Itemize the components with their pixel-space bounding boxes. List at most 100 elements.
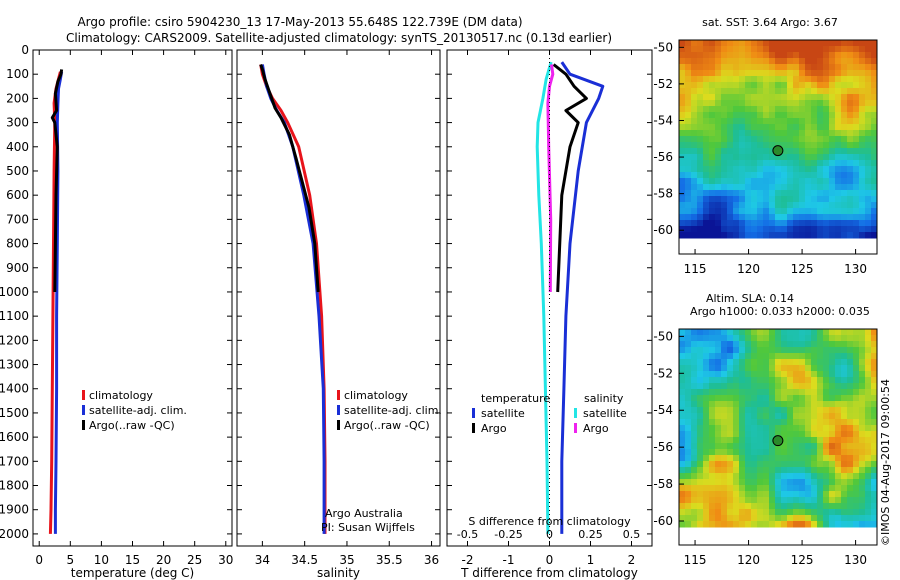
y-tick-label: 800 [6, 237, 29, 251]
map-cell [739, 58, 746, 65]
map-cell [679, 509, 686, 516]
map-cell [721, 437, 728, 444]
map-cell [799, 40, 806, 47]
map-cell [733, 419, 740, 426]
map-cell [841, 208, 848, 215]
map-cell [805, 214, 812, 221]
map-cell [781, 46, 788, 53]
map-cell [727, 154, 734, 161]
map-cell [685, 443, 692, 450]
map-cell [697, 521, 704, 528]
map-cell [703, 383, 710, 390]
map-cell [811, 76, 818, 83]
map-cell [799, 142, 806, 149]
map-cell [781, 509, 788, 516]
map-cell [847, 461, 854, 468]
map-cell [751, 154, 758, 161]
map-cell [685, 509, 692, 516]
map-cell [835, 389, 842, 396]
map-cell [715, 130, 722, 137]
map-cell [817, 112, 824, 119]
map-cell [709, 94, 716, 101]
map-cell [835, 46, 842, 53]
map-cell [799, 208, 806, 215]
map-cell [685, 106, 692, 113]
map-cell [859, 479, 866, 486]
map-cell [733, 106, 740, 113]
map-cell [799, 329, 806, 336]
map-cell [799, 389, 806, 396]
map-cell [733, 154, 740, 161]
map-cell [691, 521, 698, 528]
plot-frame [236, 49, 441, 547]
map-cell [847, 40, 854, 47]
map-cell [781, 359, 788, 366]
map-cell [769, 148, 776, 155]
map-cell [805, 106, 812, 113]
legend-label: Argo [583, 422, 609, 435]
map-cell [805, 142, 812, 149]
map-cell [739, 419, 746, 426]
map-cell [697, 347, 704, 354]
map-cell [847, 341, 854, 348]
map-cell [781, 130, 788, 137]
map-cell [715, 178, 722, 185]
map-cell [691, 64, 698, 71]
map-cell [763, 401, 770, 408]
title-line-1: Argo profile: csiro 5904230_13 17-May-20… [77, 15, 522, 29]
map-cell [757, 401, 764, 408]
map-cell [835, 232, 842, 239]
map-cell [763, 371, 770, 378]
map-cell [841, 467, 848, 474]
map-cell [751, 112, 758, 119]
map-cell [739, 106, 746, 113]
map-cell [757, 335, 764, 342]
map-cell [811, 479, 818, 486]
map-cell [709, 136, 716, 143]
map-cell [697, 76, 704, 83]
map-cell [859, 389, 866, 396]
map-cell [787, 491, 794, 498]
map-cell [763, 184, 770, 191]
map-cell [751, 214, 758, 221]
map-cell [853, 365, 860, 372]
map-cell [805, 124, 812, 131]
map-cell [841, 497, 848, 504]
map-cell [751, 389, 758, 396]
map-cell [787, 130, 794, 137]
map-cell [871, 40, 878, 47]
map-cell [751, 166, 758, 173]
map-cell [745, 497, 752, 504]
map-cell [829, 202, 836, 209]
map-cell [775, 401, 782, 408]
map-cell [763, 130, 770, 137]
map-cell [853, 130, 860, 137]
map-cell [691, 178, 698, 185]
map-cell [829, 515, 836, 522]
map-cell [811, 148, 818, 155]
map-cell [733, 455, 740, 462]
map-cell [817, 40, 824, 47]
map-cell [685, 431, 692, 438]
map-cell [793, 100, 800, 107]
map-cell [709, 40, 716, 47]
x-tick-label: -1 [503, 553, 515, 567]
map-cell [703, 395, 710, 402]
map-cell [829, 220, 836, 227]
map-cell [811, 413, 818, 420]
map-cell [697, 443, 704, 450]
map-cell [853, 521, 860, 528]
map-cell [679, 178, 686, 185]
x-axis-label: T difference from climatology [460, 566, 638, 580]
map-cell [679, 497, 686, 504]
map-cell [787, 389, 794, 396]
map-cell [805, 365, 812, 372]
map-cell [769, 341, 776, 348]
y-tick-label: 1800 [0, 479, 29, 493]
map-cell [751, 473, 758, 480]
map-cell [817, 88, 824, 95]
map-cell [841, 395, 848, 402]
map-cell [703, 467, 710, 474]
map-cell [733, 329, 740, 336]
map-cell [859, 329, 866, 336]
